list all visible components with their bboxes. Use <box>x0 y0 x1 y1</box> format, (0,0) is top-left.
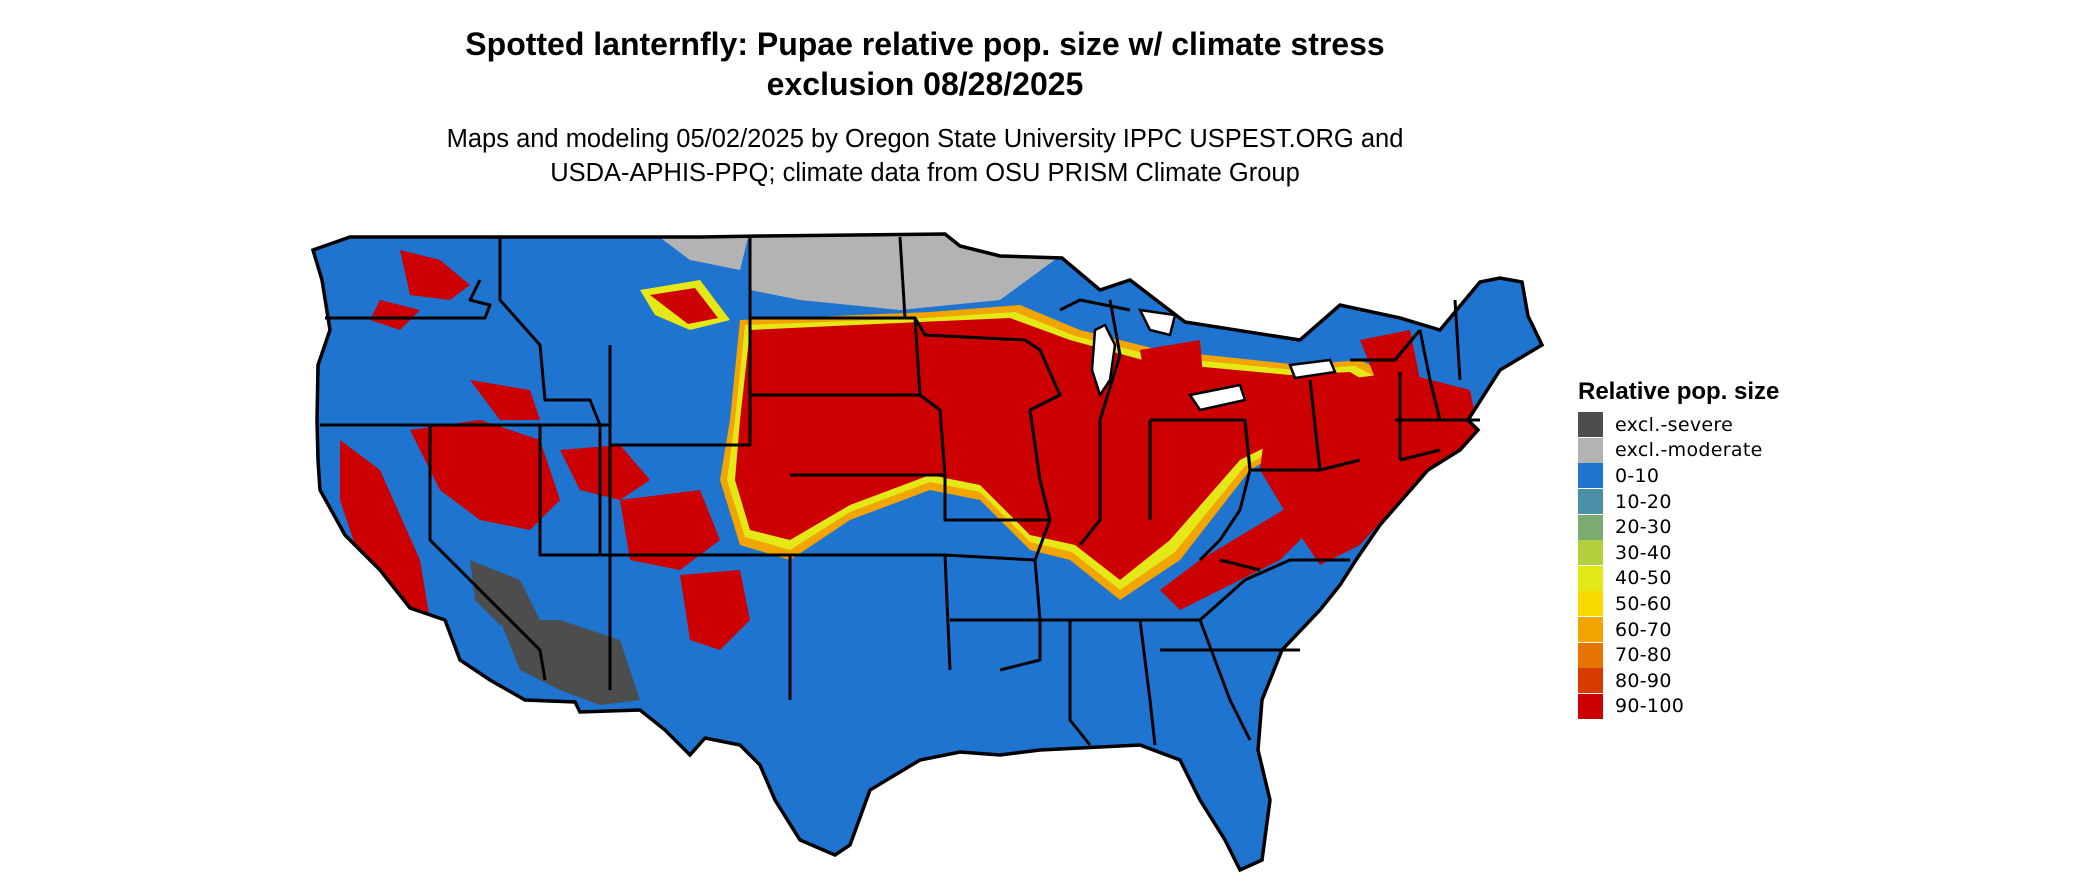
legend-item: 90-100 <box>1578 693 1779 720</box>
legend-label: 70-80 <box>1615 644 1672 667</box>
legend-label: 90-100 <box>1615 695 1685 718</box>
legend-item: excl.-moderate <box>1578 437 1779 464</box>
legend-swatch <box>1578 617 1603 643</box>
map-title: Spotted lanternfly: Pupae relative pop. … <box>465 26 1385 102</box>
legend-swatch <box>1578 463 1603 489</box>
legend-item: 0-10 <box>1578 463 1779 489</box>
legend-title: Relative pop. size <box>1578 378 1780 405</box>
legend-swatch <box>1578 642 1603 668</box>
legend-swatch <box>1578 540 1603 566</box>
legend-swatch <box>1578 591 1603 617</box>
legend-swatch <box>1578 693 1603 719</box>
legend-item: 40-50 <box>1578 565 1779 592</box>
legend-item: 20-30 <box>1578 514 1779 540</box>
legend-label: 80-90 <box>1615 669 1672 692</box>
legend-item: excl.-severe <box>1578 412 1779 438</box>
legend-label: 40-50 <box>1615 567 1672 590</box>
map-legend: Relative pop. size excl.-severe excl.-mo… <box>1578 378 1779 719</box>
legend-label: excl.-severe <box>1615 413 1734 436</box>
legend-label: 50-60 <box>1615 592 1672 615</box>
legend-label: 30-40 <box>1615 541 1672 564</box>
map-subtitle: Maps and modeling 05/02/2025 by Oregon S… <box>446 125 1404 187</box>
legend-item: 50-60 <box>1578 591 1779 617</box>
legend-label: 10-20 <box>1615 490 1672 513</box>
legend-item: 10-20 <box>1578 489 1779 515</box>
legend-swatch <box>1578 437 1603 463</box>
legend-swatch <box>1578 514 1603 540</box>
legend-label: excl.-moderate <box>1615 439 1763 462</box>
legend-swatch <box>1578 489 1603 515</box>
legend-swatch <box>1578 412 1603 438</box>
legend-item: 30-40 <box>1578 540 1779 566</box>
legend-item: 80-90 <box>1578 668 1779 694</box>
legend-swatch <box>1578 668 1603 694</box>
legend-item: 60-70 <box>1578 617 1779 643</box>
legend-swatch <box>1578 565 1603 591</box>
legend-label: 60-70 <box>1615 618 1672 641</box>
legend-label: 20-30 <box>1615 516 1672 539</box>
legend-label: 0-10 <box>1615 464 1660 487</box>
legend-item: 70-80 <box>1578 642 1779 668</box>
